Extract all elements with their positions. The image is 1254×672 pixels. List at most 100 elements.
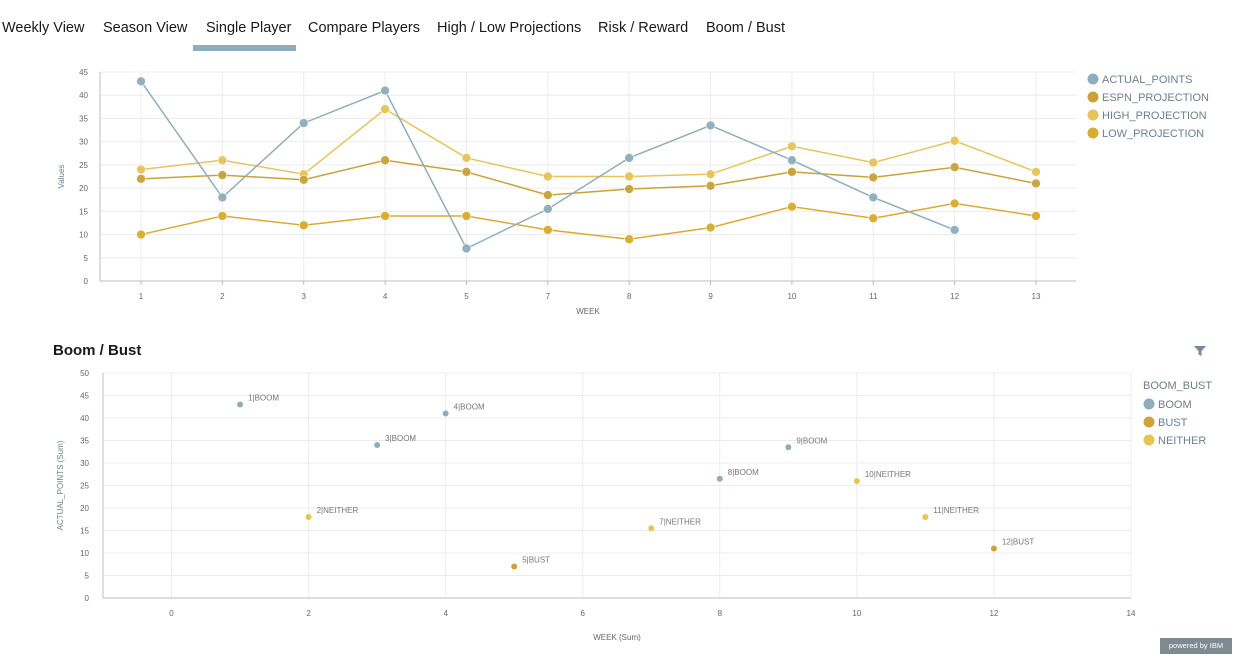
tab-compare-players[interactable]: Compare Players bbox=[308, 20, 421, 36]
x-tick-label: 8 bbox=[627, 292, 632, 301]
data-point-espn-projection bbox=[1031, 178, 1041, 189]
y-tick-label: 35 bbox=[79, 114, 88, 123]
legend-label: BOOM bbox=[1158, 399, 1192, 411]
data-point-low-projection bbox=[461, 211, 472, 221]
data-point-boom bbox=[374, 442, 381, 448]
y-tick-label: 5 bbox=[84, 254, 89, 263]
data-label: 4|BOOM bbox=[454, 403, 485, 412]
data-point-low-projection bbox=[624, 234, 634, 244]
y-tick-label: 5 bbox=[85, 572, 90, 581]
y-tick-label: 40 bbox=[80, 414, 89, 423]
data-point-boom bbox=[442, 410, 449, 417]
legend-label: HIGH_PROJECTION bbox=[1102, 110, 1207, 122]
data-point-espn-projection bbox=[298, 174, 309, 185]
data-label: 9|BOOM bbox=[796, 436, 827, 445]
y-tick-label: 20 bbox=[79, 184, 88, 193]
data-point-neither bbox=[648, 525, 655, 532]
y-tick-label: 0 bbox=[84, 277, 89, 286]
data-point-boom bbox=[785, 444, 792, 451]
y-tick-label: 25 bbox=[79, 161, 88, 170]
y-tick-label: 50 bbox=[80, 369, 89, 378]
x-tick-label: 2 bbox=[220, 292, 225, 301]
legend-marker bbox=[1143, 416, 1155, 428]
data-point-high-projection bbox=[136, 164, 146, 175]
y-tick-label: 45 bbox=[80, 392, 89, 401]
x-axis-title: WEEK (Sum) bbox=[593, 633, 641, 642]
tab-single-player[interactable]: Single Player bbox=[206, 20, 292, 36]
legend-label: LOW_PROJECTION bbox=[1102, 128, 1204, 140]
data-point-actual-points bbox=[461, 243, 472, 254]
data-point-low-projection bbox=[380, 211, 390, 221]
data-point-espn-projection bbox=[543, 190, 553, 200]
data-label: 10|NEITHER bbox=[865, 470, 911, 479]
legend-marker bbox=[1143, 398, 1155, 410]
data-point-high-projection bbox=[705, 169, 716, 179]
data-point-actual-points bbox=[298, 118, 309, 128]
data-point-espn-projection bbox=[949, 162, 960, 173]
data-point-high-projection bbox=[380, 104, 390, 114]
x-tick-label: 9 bbox=[708, 292, 713, 301]
data-label: 1|BOOM bbox=[248, 394, 279, 403]
data-point-espn-projection bbox=[380, 155, 390, 166]
data-point-neither bbox=[853, 478, 860, 484]
y-tick-label: 25 bbox=[80, 482, 89, 491]
data-point-low-projection bbox=[136, 229, 146, 240]
data-point-low-projection bbox=[298, 220, 309, 231]
data-point-actual-points bbox=[543, 204, 553, 214]
legend-marker bbox=[1143, 434, 1155, 446]
data-point-espn-projection bbox=[217, 170, 228, 180]
tab-risk-reward[interactable]: Risk / Reward bbox=[598, 20, 689, 36]
data-point-high-projection bbox=[949, 135, 960, 146]
x-tick-label: 7 bbox=[546, 292, 551, 301]
data-point-high-projection bbox=[787, 141, 797, 152]
x-tick-label: 5 bbox=[464, 292, 469, 301]
legend-label: BUST bbox=[1158, 417, 1188, 429]
data-point-low-projection bbox=[1031, 211, 1041, 221]
x-tick-label: 2 bbox=[306, 609, 311, 618]
data-point-espn-projection bbox=[705, 180, 716, 191]
data-point-high-projection bbox=[868, 157, 879, 168]
data-label: 2|NEITHER bbox=[317, 506, 359, 515]
legend-marker bbox=[1087, 91, 1099, 103]
boom-bust-scatter-chart: 0 5 10 15 20 25 30 35 40 45 50 0 2 4 6 8 10 12 14 WEEK (Sum… bbox=[56, 369, 1212, 642]
data-point-espn-projection bbox=[136, 174, 146, 184]
data-point-high-projection bbox=[461, 153, 472, 163]
data-point-high-projection bbox=[1031, 167, 1041, 177]
data-label: 7|NEITHER bbox=[659, 517, 701, 526]
legend-label: ESPN_PROJECTION bbox=[1102, 92, 1209, 104]
data-point-espn-projection bbox=[461, 167, 472, 177]
y-tick-label: 10 bbox=[80, 549, 89, 558]
data-point-high-projection bbox=[217, 155, 228, 166]
powered-by-ibm-badge[interactable]: powered by IBM bbox=[1160, 638, 1232, 654]
tab-season-view[interactable]: Season View bbox=[103, 20, 188, 36]
x-tick-label: 13 bbox=[1032, 292, 1041, 301]
data-point-actual-points bbox=[136, 76, 146, 87]
y-tick-label: 20 bbox=[80, 504, 89, 513]
tab-weekly-view[interactable]: Weekly View bbox=[2, 20, 85, 36]
data-point-low-projection bbox=[543, 225, 553, 235]
data-point-low-projection bbox=[787, 201, 797, 212]
x-tick-label: 10 bbox=[852, 609, 861, 618]
filter-icon[interactable] bbox=[1193, 345, 1207, 357]
data-point-actual-points bbox=[217, 192, 228, 203]
y-tick-label: 40 bbox=[79, 91, 88, 100]
tab-high-low-projections[interactable]: High / Low Projections bbox=[437, 20, 582, 36]
y-axis-title: Values bbox=[57, 165, 66, 189]
data-point-bust bbox=[990, 545, 997, 552]
legend-label: NEITHER bbox=[1158, 435, 1206, 447]
x-tick-label: 4 bbox=[383, 292, 388, 301]
x-tick-label: 12 bbox=[989, 609, 998, 618]
x-tick-label: 3 bbox=[302, 292, 307, 301]
y-tick-label: 10 bbox=[79, 231, 88, 240]
x-tick-label: 4 bbox=[443, 609, 448, 618]
x-axis-title: WEEK bbox=[576, 307, 600, 316]
x-tick-label: 14 bbox=[1127, 609, 1136, 618]
data-point-low-projection bbox=[868, 213, 879, 224]
y-tick-label: 45 bbox=[79, 68, 88, 77]
legend-marker bbox=[1087, 109, 1099, 121]
tab-boom-bust[interactable]: Boom / Bust bbox=[706, 20, 785, 36]
x-tick-label: 1 bbox=[139, 292, 144, 301]
data-point-actual-points bbox=[787, 155, 797, 166]
data-label: 5|BUST bbox=[522, 556, 550, 565]
